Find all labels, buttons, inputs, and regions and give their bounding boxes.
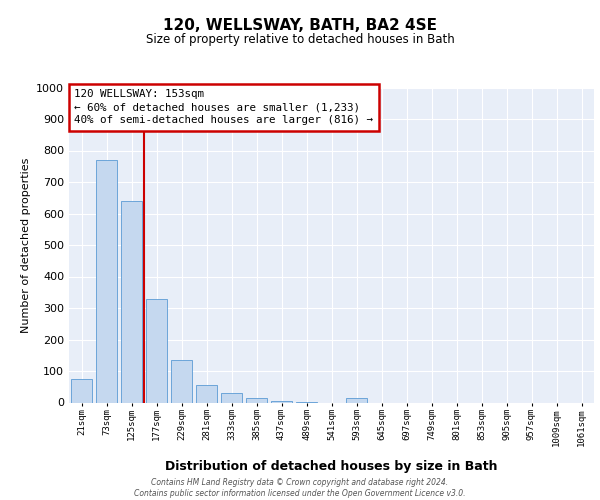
Text: 120, WELLSWAY, BATH, BA2 4SE: 120, WELLSWAY, BATH, BA2 4SE <box>163 18 437 32</box>
Bar <box>196 385 217 402</box>
Y-axis label: Number of detached properties: Number of detached properties <box>20 158 31 332</box>
Bar <box>96 160 117 402</box>
Text: Contains HM Land Registry data © Crown copyright and database right 2024.
Contai: Contains HM Land Registry data © Crown c… <box>134 478 466 498</box>
Bar <box>246 398 267 402</box>
Bar <box>121 201 142 402</box>
Bar <box>146 298 167 403</box>
Bar <box>221 393 242 402</box>
Bar <box>271 401 292 402</box>
X-axis label: Distribution of detached houses by size in Bath: Distribution of detached houses by size … <box>165 460 498 472</box>
Bar <box>346 398 367 402</box>
Text: Size of property relative to detached houses in Bath: Size of property relative to detached ho… <box>146 32 454 46</box>
Text: 120 WELLSWAY: 153sqm
← 60% of detached houses are smaller (1,233)
40% of semi-de: 120 WELLSWAY: 153sqm ← 60% of detached h… <box>74 89 373 126</box>
Bar <box>71 379 92 402</box>
Bar <box>171 360 192 403</box>
